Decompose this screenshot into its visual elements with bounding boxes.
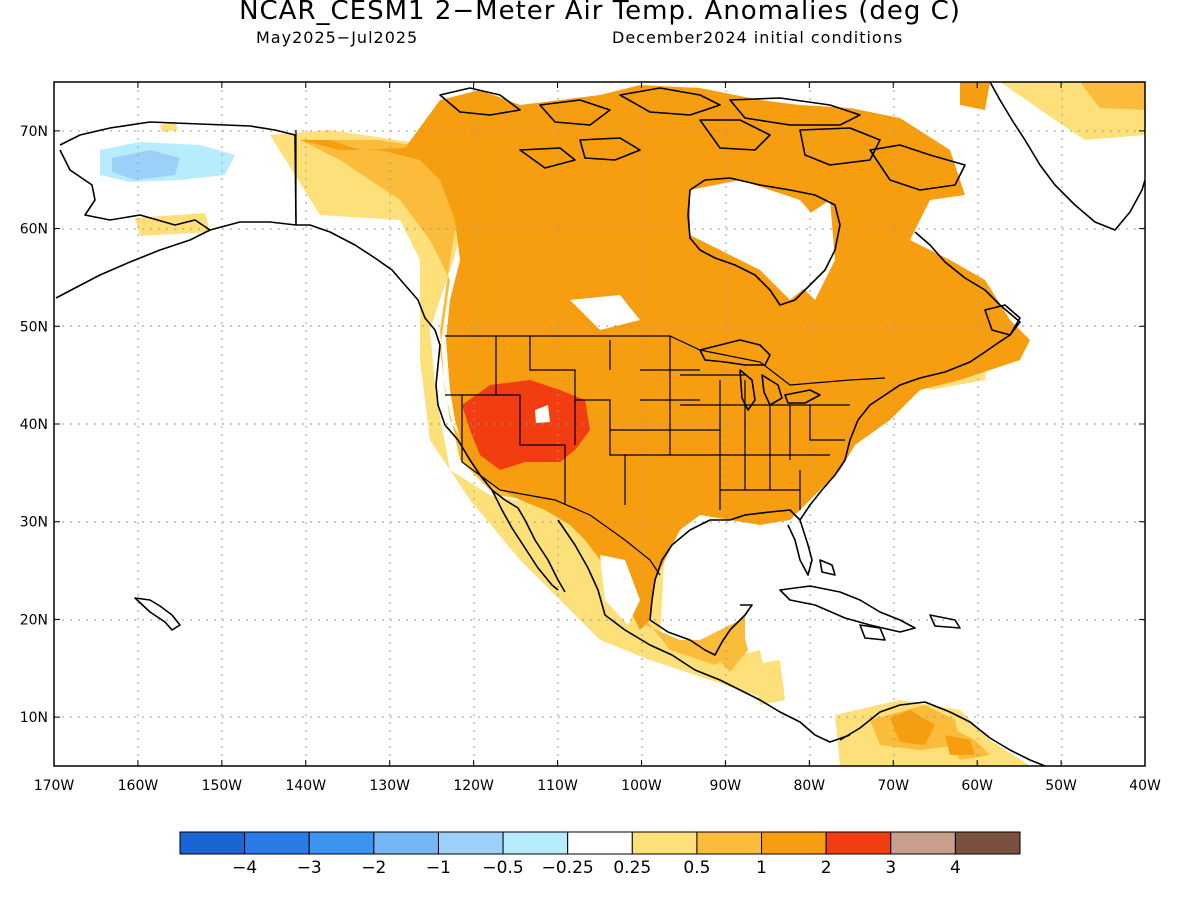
colorbar-swatch <box>696 831 763 855</box>
colorbar-swatch <box>308 831 375 855</box>
lon-label: 50W <box>1045 778 1077 794</box>
colorbar-label: 0.25 <box>613 858 651 878</box>
anomaly-fill-neg-0-5 <box>112 150 180 180</box>
lon-label: 90W <box>710 778 742 794</box>
colorbar-label: −1 <box>426 858 451 878</box>
anomaly-fill-1 <box>300 82 1030 755</box>
lon-label: 170W <box>34 778 75 794</box>
lon-label: 120W <box>453 778 494 794</box>
colorbar-label: −4 <box>232 858 257 878</box>
map-plot-area <box>54 82 1145 766</box>
lon-label: 40W <box>1129 778 1161 794</box>
colorbar-label: −0.5 <box>482 858 523 878</box>
colorbar-swatch <box>954 831 1021 855</box>
colorbar-swatch <box>179 831 246 855</box>
colorbar-swatch <box>373 831 439 855</box>
axis-ticks <box>53 82 1146 766</box>
lon-label: 70W <box>877 778 909 794</box>
colorbar-label: −0.25 <box>542 858 594 878</box>
lon-label: 100W <box>621 778 662 794</box>
forecast-period: May2025−Jul2025 <box>256 28 419 47</box>
lon-label: 130W <box>369 778 410 794</box>
colorbar <box>179 831 1021 855</box>
colorbar-swatch <box>825 831 892 855</box>
colorbar-label: −3 <box>297 858 322 878</box>
lat-label: 40N <box>20 417 48 433</box>
lon-label: 140W <box>285 778 326 794</box>
latitude-labels: 10N 20N 30N 40N 50N 60N 70N <box>20 124 48 726</box>
red-core-gap <box>535 405 550 423</box>
colorbar-swatch <box>890 831 956 855</box>
colorbar-label: 0.5 <box>683 858 710 878</box>
lat-label: 20N <box>20 612 48 628</box>
colorbar-label: 2 <box>821 858 832 878</box>
lon-label: 80W <box>793 778 825 794</box>
lon-label: 160W <box>118 778 159 794</box>
initial-conditions: December2024 initial conditions <box>612 28 904 47</box>
longitude-labels: 170W 160W 150W 140W 130W 120W 110W 100W 90W 80W 70… <box>34 778 1161 794</box>
colorbar-swatch <box>502 831 569 855</box>
colorbar-swatch <box>244 831 310 855</box>
colorbar-swatch <box>567 831 633 855</box>
colorbar-label: 1 <box>756 858 767 878</box>
map-title: NCAR_CESM1 2−Meter Air Temp. Anomalies (… <box>239 0 961 26</box>
colorbar-labels: −4 −3 −2 −1 −0.5 −0.25 0.25 0.5 1 2 3 4 <box>232 858 961 878</box>
lat-label: 70N <box>20 124 48 140</box>
coastlines <box>55 82 1145 766</box>
lon-label: 110W <box>537 778 578 794</box>
lat-label: 50N <box>20 319 48 335</box>
lat-label: 10N <box>20 710 48 726</box>
lon-label: 60W <box>961 778 993 794</box>
colorbar-label: 3 <box>885 858 896 878</box>
colorbar-swatch <box>761 831 827 855</box>
lon-label: 150W <box>202 778 243 794</box>
colorbar-swatch <box>437 831 504 855</box>
colorbar-label: −2 <box>361 858 386 878</box>
lat-label: 60N <box>20 222 48 238</box>
lat-label: 30N <box>20 515 48 531</box>
colorbar-swatch <box>631 831 698 855</box>
political-boundaries <box>295 130 886 576</box>
colorbar-label: 4 <box>950 858 961 878</box>
